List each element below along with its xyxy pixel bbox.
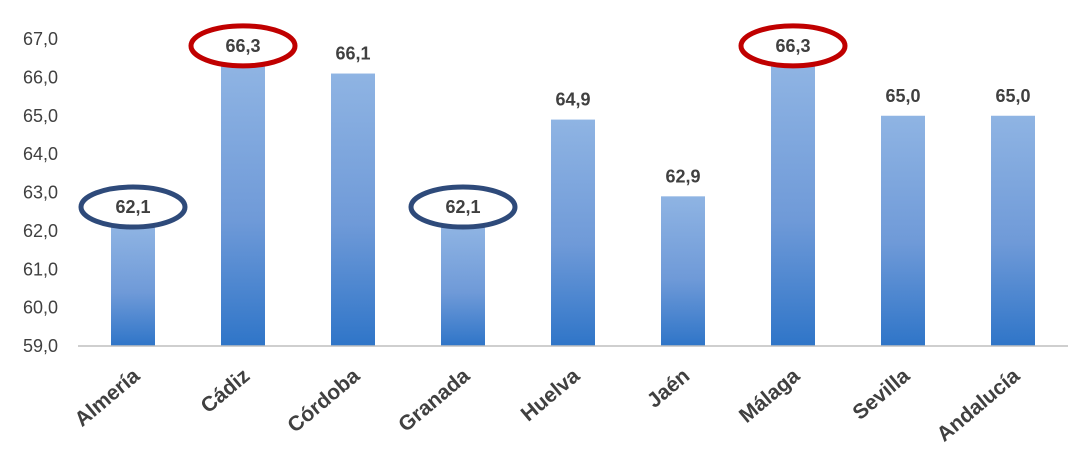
x-tick-label: Cádiz <box>197 364 255 418</box>
y-tick-label: 64,0 <box>23 144 58 164</box>
x-tick-label: Jaén <box>643 364 694 412</box>
data-label: 65,0 <box>995 86 1030 106</box>
x-tick-label: Granada <box>394 364 474 437</box>
highlight-ellipse <box>738 23 848 69</box>
bar <box>551 119 595 347</box>
y-tick-label: 60,0 <box>23 298 58 318</box>
highlight-ellipse <box>78 184 188 230</box>
data-label: 65,0 <box>885 86 920 106</box>
bar <box>331 73 375 346</box>
y-axis: 59,0 60,0 61,0 62,0 63,0 64,0 65,0 66,0 67,0 <box>23 29 58 356</box>
x-tick-label: Córdoba <box>283 364 364 437</box>
y-tick-label: 67,0 <box>23 29 58 49</box>
y-tick-label: 62,0 <box>23 221 58 241</box>
bar <box>881 115 925 346</box>
y-tick-label: 66,0 <box>23 67 58 87</box>
data-label: 66,1 <box>335 44 370 64</box>
y-tick-label: 61,0 <box>23 259 58 279</box>
data-label: 64,9 <box>555 90 590 110</box>
y-tick-label: 63,0 <box>23 183 58 203</box>
highlight-ellipse <box>188 23 298 69</box>
data-label: 66,3 <box>775 36 810 56</box>
x-tick-label: Andalucía <box>933 364 1025 446</box>
data-labels-group: 62,1 66,3 66,1 62,1 64,9 62,9 66,3 65,0 65,0 <box>115 36 1030 217</box>
y-tick-label: 59,0 <box>23 336 58 356</box>
x-tick-label: Málaga <box>735 364 805 428</box>
bar <box>991 115 1035 346</box>
y-tick-label: 65,0 <box>23 106 58 126</box>
bars-group <box>111 65 1035 347</box>
x-tick-label: Almería <box>70 364 144 431</box>
data-label: 62,1 <box>115 197 150 217</box>
bar <box>441 227 485 346</box>
bar <box>111 227 155 346</box>
data-label: 66,3 <box>225 36 260 56</box>
x-axis: Almería Cádiz Córdoba Granada Huelva Jaén Mála… <box>70 345 1068 446</box>
data-label: 62,1 <box>445 197 480 217</box>
x-tick-label: Huelva <box>517 364 585 426</box>
bar <box>661 196 705 346</box>
highlight-ellipses-group <box>78 23 848 230</box>
x-tick-label: Sevilla <box>848 364 914 425</box>
bar <box>771 65 815 347</box>
highlight-ellipse <box>408 184 518 230</box>
data-label: 62,9 <box>665 166 700 186</box>
bar <box>221 65 265 347</box>
